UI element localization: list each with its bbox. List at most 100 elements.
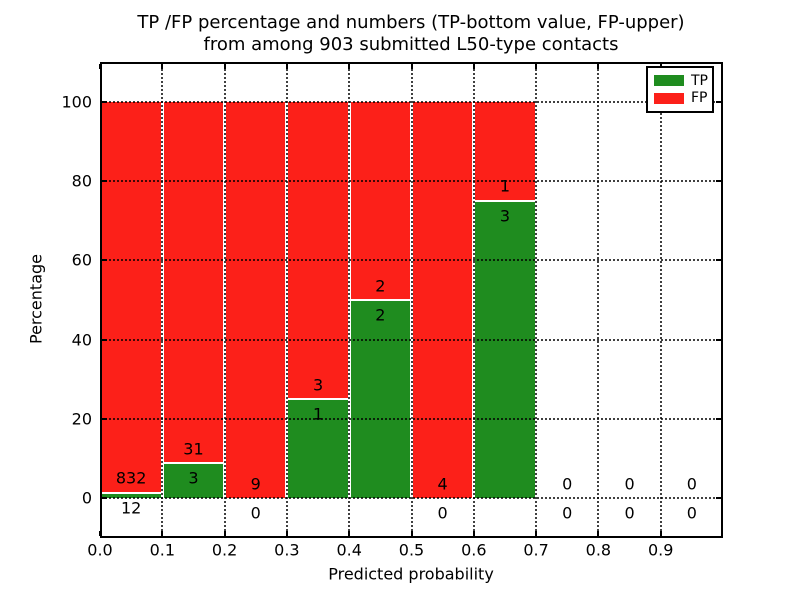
x-tick-bottom-0.9 [659, 531, 662, 536]
tp-bar-segment [350, 301, 410, 499]
x-tick-top-0.0 [99, 64, 101, 69]
tp-count-label: 0 [437, 503, 448, 523]
chart-title-line1: TP /FP percentage and numbers (TP-bottom… [137, 12, 685, 33]
x-tick-top-0.6 [472, 64, 475, 69]
fp-count-label: 9 [250, 474, 261, 494]
y-tick-label-80: 80 [71, 171, 92, 191]
y-tick-right-40 [716, 338, 721, 341]
fp-bar-segment [413, 101, 473, 499]
y-tick-left-80 [102, 180, 107, 182]
fp-count-label: 1 [499, 176, 511, 196]
x-tick-top-0.7 [535, 64, 538, 69]
v-gridline-0.1 [161, 62, 164, 538]
x-tick-top-0.5 [410, 64, 413, 69]
fp-count-label: 2 [375, 276, 386, 295]
y-tick-right-80 [716, 180, 721, 182]
x-tick-bottom-0.7 [535, 531, 538, 536]
y-tick-left-100 [102, 100, 107, 103]
v-gridline-0.3 [285, 62, 288, 538]
x-tick-label-0.4: 0.4 [336, 540, 362, 560]
chart-title: TP /FP percentage and numbers (TP-bottom… [137, 12, 684, 56]
v-gridline-0.4 [348, 62, 351, 538]
tp-count-label: 12 [120, 498, 142, 518]
y-tick-right-60 [716, 259, 721, 262]
x-tick-top-0.3 [285, 64, 288, 69]
x-tick-top-0.2 [223, 64, 226, 69]
y-tick-label-100: 100 [61, 92, 92, 112]
x-tick-label-0.8: 0.8 [585, 540, 612, 560]
x-tick-bottom-0.2 [223, 531, 226, 536]
tp-legend-label: TP [691, 72, 708, 89]
x-tick-top-0.8 [597, 64, 600, 69]
tp-count-label: 0 [250, 503, 261, 523]
x-tick-bottom-0.3 [285, 531, 288, 536]
x-tick-bottom-0.8 [597, 531, 600, 536]
x-tick-label-0.3: 0.3 [274, 540, 300, 560]
x-tick-bottom-0.0 [99, 531, 101, 536]
y-tick-left-40 [102, 338, 107, 341]
fp-bar-segment [226, 101, 286, 499]
fp-count-label: 0 [562, 474, 573, 494]
fp-count-label: 4 [437, 474, 448, 494]
fp-bar-segment [101, 101, 161, 492]
tp-bar-segment [475, 201, 535, 499]
y-tick-left-20 [102, 418, 107, 420]
tp-legend-swatch [654, 75, 684, 87]
v-gridline-0.8 [597, 62, 600, 538]
fp-count-label: 0 [686, 474, 697, 494]
x-tick-bottom-0.6 [472, 531, 475, 536]
fp-legend-swatch [654, 92, 684, 104]
fp-count-label: 3 [312, 375, 324, 395]
y-tick-label-0: 0 [81, 488, 92, 508]
fp-legend-label: FP [691, 90, 708, 107]
y-tick-right-20 [716, 418, 721, 420]
x-tick-bottom-0.1 [161, 531, 164, 536]
x-tick-bottom-0.4 [348, 531, 351, 536]
x-axis-label: Predicted probability [328, 564, 494, 584]
y-tick-label-40: 40 [71, 330, 92, 350]
tp-count-label: 2 [375, 305, 386, 325]
fp-count-label: 832 [115, 468, 147, 488]
fp-bar-segment [475, 101, 535, 200]
fp-count-label: 0 [624, 474, 635, 494]
tp-count-label: 0 [562, 503, 573, 523]
fp-bar-segment [163, 101, 224, 463]
legend-item-fp: FP [654, 90, 708, 107]
fp-bar-segment [350, 101, 410, 299]
x-tick-bottom-0.5 [410, 531, 413, 536]
y-tick-left-60 [102, 259, 107, 262]
x-tick-label-0.0: 0.0 [87, 540, 113, 560]
x-tick-label-0.1: 0.1 [149, 540, 176, 560]
tp-count-label: 1 [312, 404, 324, 424]
x-tick-label-0.6: 0.6 [461, 540, 487, 560]
v-gridline-0.2 [223, 62, 226, 538]
chart-title-line2: from among 903 submitted L50-type contac… [203, 34, 619, 55]
tp-count-label: 3 [188, 468, 199, 488]
y-tick-right-100 [716, 100, 721, 103]
tp-bar-segment [288, 400, 348, 499]
tp-count-label: 0 [624, 503, 635, 523]
y-tick-label-60: 60 [71, 250, 92, 270]
tp-bar-segment [101, 493, 161, 499]
tp-bar-segment [163, 464, 224, 499]
y-tick-left-0 [102, 497, 107, 500]
x-tick-label-0.7: 0.7 [523, 540, 549, 560]
fp-count-label: 31 [183, 439, 204, 459]
legend: TP FP [646, 66, 714, 113]
tp-count-label: 0 [686, 503, 697, 523]
fp-bar-segment [288, 101, 348, 399]
y-tick-label-20: 20 [71, 409, 92, 429]
legend-item-tp: TP [654, 72, 708, 89]
v-gridline-0.9 [659, 62, 662, 538]
x-tick-label-0.5: 0.5 [398, 540, 425, 560]
v-gridline-0.7 [535, 62, 538, 538]
x-tick-label-0.2: 0.2 [211, 540, 238, 560]
x-tick-top-0.1 [161, 64, 164, 69]
x-tick-label-0.9: 0.9 [647, 540, 674, 560]
tp-count-label: 3 [499, 206, 511, 226]
v-gridline-0.5 [410, 62, 413, 538]
x-tick-top-0.4 [348, 64, 351, 69]
y-tick-right-0 [716, 497, 721, 500]
v-gridline-0.6 [472, 62, 475, 538]
